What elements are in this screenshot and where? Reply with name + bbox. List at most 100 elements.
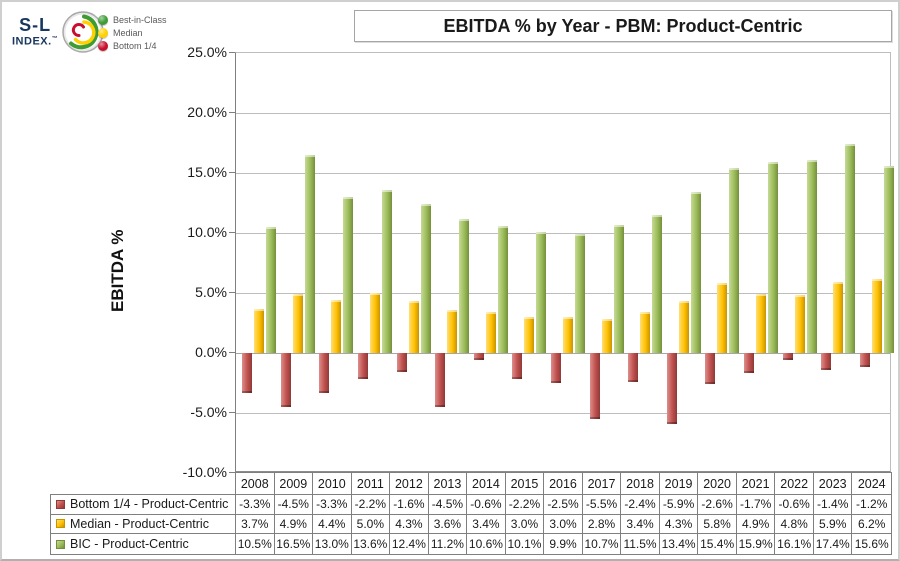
bar-best-in-class-2012 bbox=[420, 204, 431, 353]
bar-median-2018 bbox=[640, 312, 651, 353]
value-cell: 3.4% bbox=[467, 514, 506, 535]
value-cell: 3.6% bbox=[428, 514, 468, 535]
value-cell: 12.4% bbox=[390, 534, 429, 554]
bar-best-in-class-2013 bbox=[459, 218, 470, 353]
value-cell: 11.2% bbox=[429, 534, 468, 554]
value-cell: 4.9% bbox=[274, 514, 314, 535]
value-cell: 6.2% bbox=[852, 515, 891, 535]
series-label-text: Bottom 1/4 - Product-Centric bbox=[70, 497, 229, 512]
bar-median-2022 bbox=[794, 295, 805, 353]
legend-color-dot bbox=[98, 28, 108, 38]
bar-best-in-class-2009 bbox=[304, 155, 315, 353]
value-cell: 3.4% bbox=[621, 514, 660, 535]
value-cell: 5.0% bbox=[351, 514, 391, 535]
bar-bottom-1-4-2024 bbox=[859, 353, 870, 368]
y-axis-tick-label: 5.0% bbox=[195, 284, 227, 300]
bar-best-in-class-2021 bbox=[767, 162, 778, 353]
value-cell: 16.5% bbox=[275, 534, 314, 554]
value-cell: -0.6% bbox=[467, 495, 506, 515]
year-header-cell: 2022 bbox=[775, 473, 814, 494]
bar-bottom-1-4-2021 bbox=[743, 353, 754, 374]
year-header-cell: 2021 bbox=[737, 473, 776, 494]
year-header-cell: 2011 bbox=[352, 473, 391, 494]
bar-median-2015 bbox=[524, 317, 535, 353]
gridline bbox=[236, 173, 890, 174]
bar-median-2009 bbox=[292, 294, 303, 353]
trademark-symbol: ™ bbox=[51, 36, 59, 43]
value-cell: -4.5% bbox=[428, 495, 468, 515]
y-axis-tick-mark bbox=[229, 292, 235, 293]
value-cell: -1.6% bbox=[390, 495, 429, 515]
bar-bottom-1-4-2015 bbox=[512, 353, 523, 380]
year-header-cell: 2008 bbox=[236, 473, 275, 494]
value-cell: -3.3% bbox=[313, 495, 352, 515]
bar-bottom-1-4-2023 bbox=[821, 353, 832, 370]
legend-item-label: Bottom 1/4 bbox=[113, 41, 157, 51]
year-header-cell: 2009 bbox=[275, 473, 314, 494]
bar-bottom-1-4-2010 bbox=[319, 353, 330, 393]
sl-index-logo-text: S-L INDEX.™ bbox=[12, 16, 58, 48]
bar-bottom-1-4-2013 bbox=[435, 353, 446, 407]
value-cell: 4.4% bbox=[313, 514, 352, 535]
year-header-cell: 2024 bbox=[857, 476, 886, 491]
value-cell: -5.5% bbox=[582, 495, 622, 515]
bar-bottom-1-4-2008 bbox=[242, 353, 253, 393]
sl-index-logo: S-L INDEX.™ bbox=[12, 11, 104, 53]
year-header-cell: 2023 bbox=[814, 473, 853, 494]
value-cell: 13.0% bbox=[313, 534, 352, 554]
value-cell: 4.8% bbox=[775, 514, 814, 535]
series-label-cell: Bottom 1/4 - Product-Centric bbox=[51, 495, 236, 515]
legend-color-dot bbox=[98, 41, 108, 51]
bar-bottom-1-4-2016 bbox=[551, 353, 561, 383]
value-cell: -1.2% bbox=[852, 495, 891, 515]
gridline bbox=[236, 233, 890, 234]
bar-median-2020 bbox=[717, 283, 728, 353]
bar-bottom-1-4-2019 bbox=[666, 353, 677, 424]
gridline bbox=[236, 353, 890, 354]
bar-median-2016 bbox=[563, 317, 573, 353]
bar-best-in-class-2011 bbox=[382, 189, 393, 353]
year-header-cell: 2015 bbox=[506, 473, 545, 494]
series-label-text: BIC - Product-Centric bbox=[70, 537, 189, 552]
y-axis-tick-mark bbox=[229, 232, 235, 233]
bar-bottom-1-4-2012 bbox=[396, 353, 407, 373]
value-cell: -0.6% bbox=[775, 495, 814, 515]
y-axis-tick-label: 0.0% bbox=[195, 344, 227, 360]
y-axis-tick-label: -5.0% bbox=[190, 404, 227, 420]
x-axis-year-row: 2008 2009 2010 2011 2012 2013 2014 2015 2016 2017… bbox=[235, 472, 892, 494]
bar-median-2024 bbox=[871, 278, 882, 353]
value-cell: 15.4% bbox=[698, 534, 737, 554]
bar-best-in-class-2022 bbox=[806, 159, 817, 353]
bar-median-2017 bbox=[601, 319, 612, 353]
y-axis-title: EBITDA % bbox=[108, 229, 127, 313]
y-axis-tick-mark bbox=[229, 412, 235, 413]
value-cell: 5.8% bbox=[698, 514, 737, 535]
value-cell: 5.9% bbox=[813, 514, 853, 535]
logo-subtitle: INDEX.™ bbox=[12, 35, 59, 48]
y-axis-tick-mark bbox=[229, 112, 235, 113]
value-cell: -1.4% bbox=[813, 495, 853, 515]
value-cell: -1.7% bbox=[736, 495, 776, 515]
bar-best-in-class-2015 bbox=[536, 231, 547, 353]
bar-best-in-class-2014 bbox=[497, 225, 508, 353]
bar-median-2019 bbox=[678, 301, 689, 353]
value-cell: -2.2% bbox=[351, 495, 391, 515]
y-axis-tick-label: 15.0% bbox=[187, 164, 227, 180]
value-cell: -4.5% bbox=[274, 495, 314, 515]
series-swatch-icon bbox=[56, 539, 65, 549]
series-label-cell: Median - Product-Centric bbox=[51, 514, 236, 535]
bar-best-in-class-2016 bbox=[575, 234, 585, 353]
legend-item: Bottom 1/4 bbox=[98, 41, 167, 51]
bar-bottom-1-4-2011 bbox=[358, 353, 369, 380]
bar-bottom-1-4-2020 bbox=[705, 353, 716, 385]
value-cell: -2.6% bbox=[698, 495, 737, 515]
year-header-cell: 2020 bbox=[698, 473, 737, 494]
series-swatch-icon bbox=[56, 519, 65, 529]
value-cell: 11.5% bbox=[621, 534, 660, 554]
bar-bottom-1-4-2009 bbox=[280, 353, 291, 407]
series-label-text: Median - Product-Centric bbox=[70, 516, 209, 531]
bar-best-in-class-2023 bbox=[845, 144, 856, 353]
value-cell: -2.5% bbox=[544, 495, 583, 515]
bar-bottom-1-4-2018 bbox=[628, 353, 639, 382]
